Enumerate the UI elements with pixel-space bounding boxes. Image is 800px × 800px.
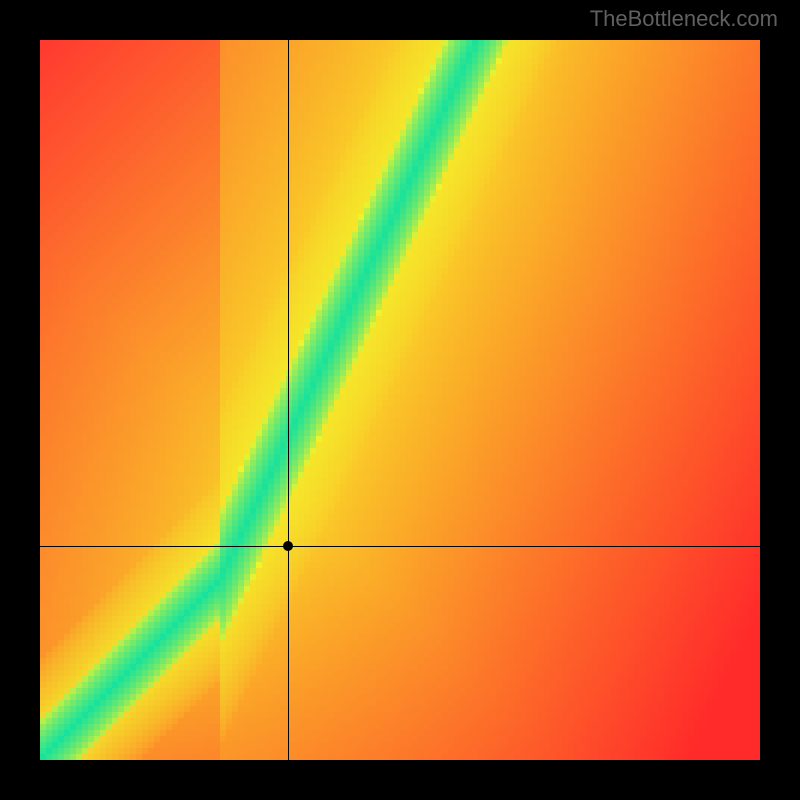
crosshair-horizontal [40, 546, 760, 547]
plot-area [40, 40, 760, 760]
marker-dot [283, 541, 293, 551]
crosshair-vertical [288, 40, 289, 760]
heatmap-canvas [40, 40, 760, 760]
watermark-text: TheBottleneck.com [590, 6, 778, 32]
chart-container: TheBottleneck.com [0, 0, 800, 800]
